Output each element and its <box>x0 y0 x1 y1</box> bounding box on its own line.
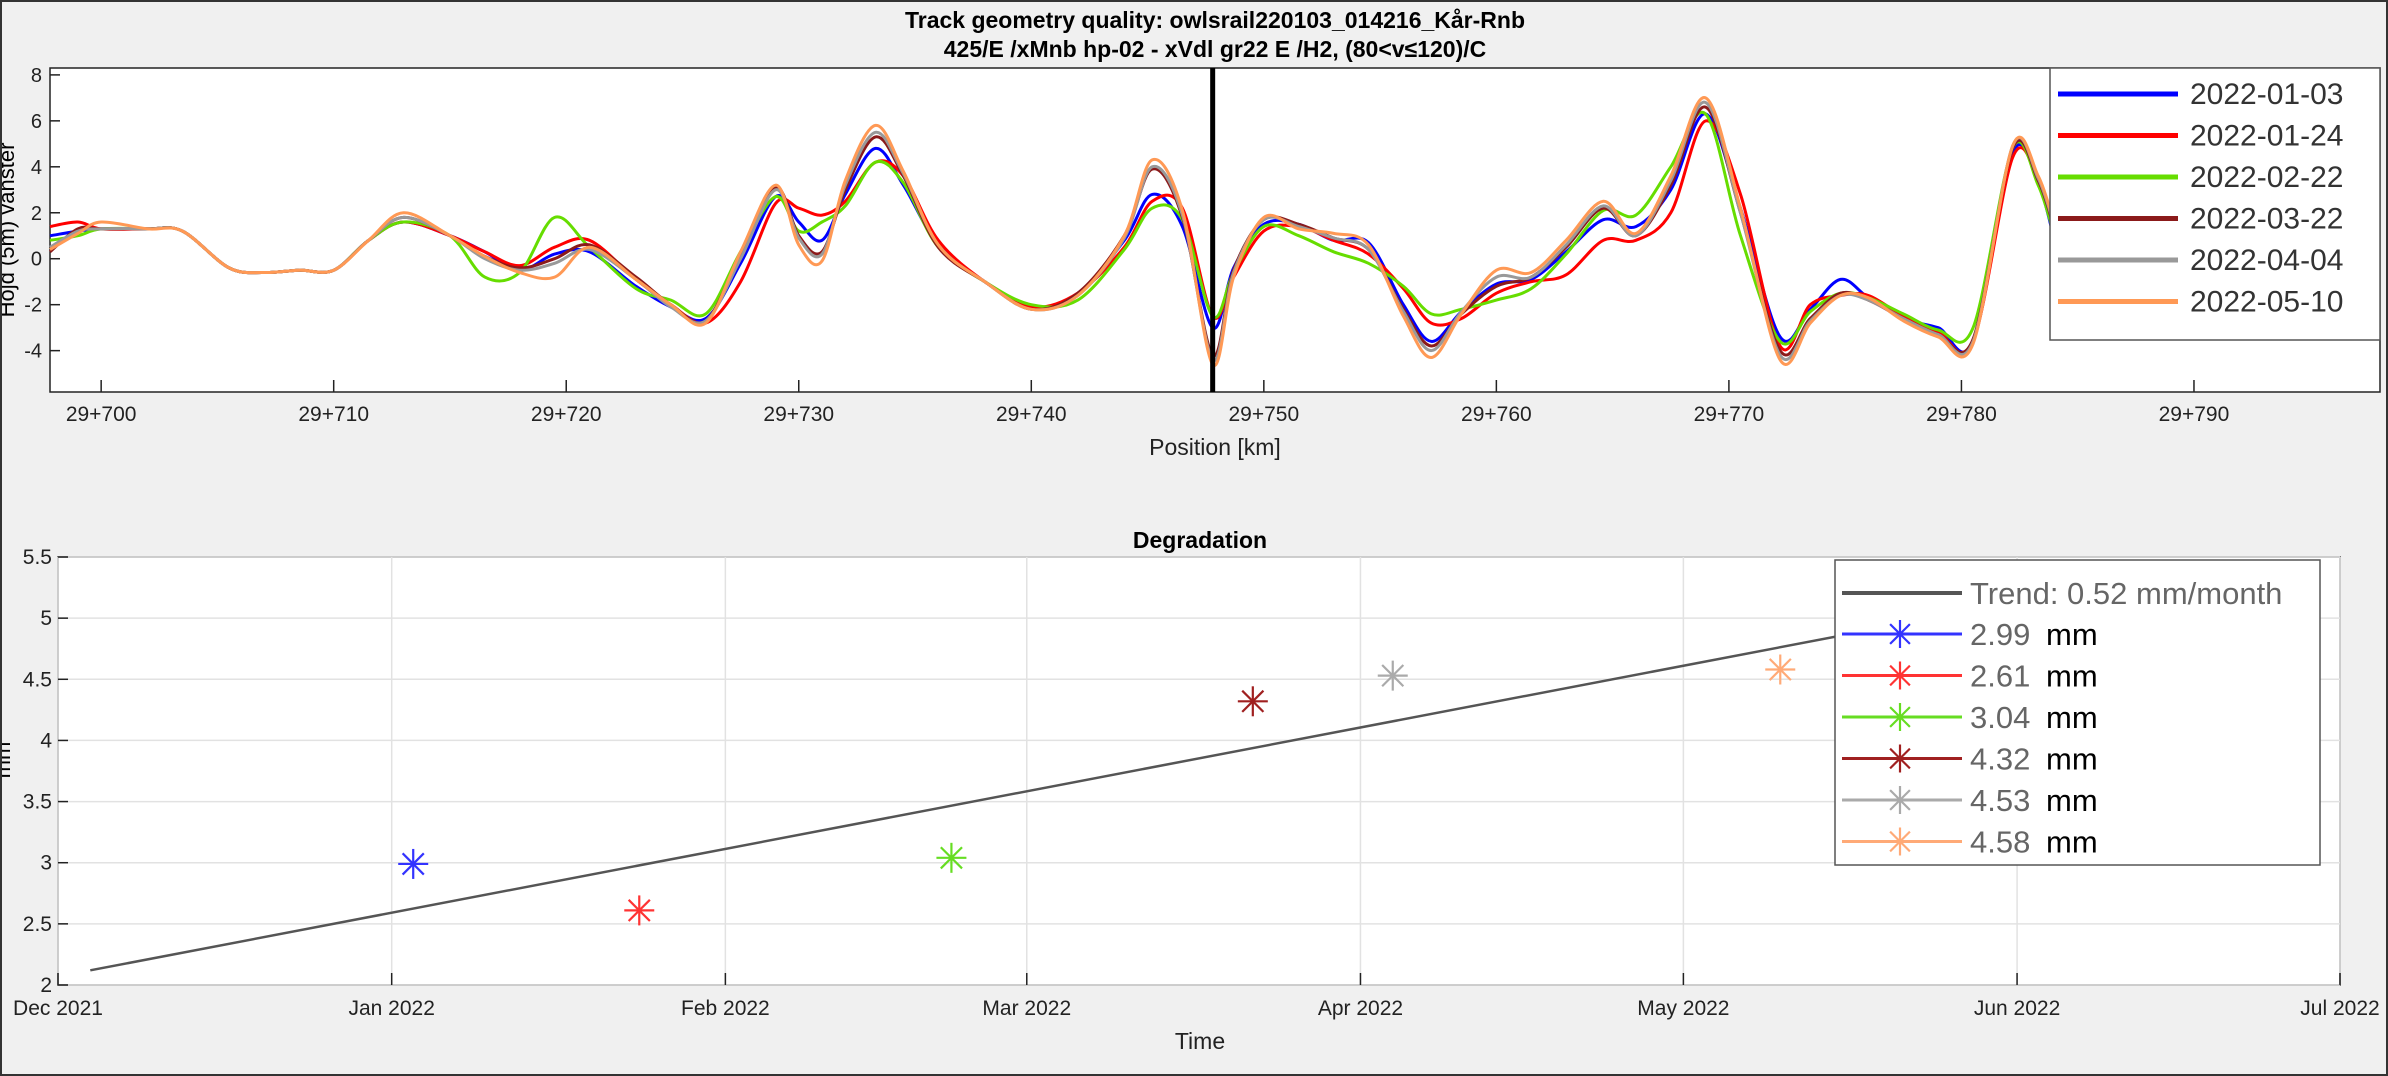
top-y-tick-label: 8 <box>31 65 42 87</box>
bottom-y-tick-label: 4 <box>40 729 52 752</box>
degradation-point-2022-05-10 <box>1765 654 1796 685</box>
degradation-point-2022-01-24 <box>624 895 655 926</box>
bottom-y-tick-label: 2 <box>40 974 52 997</box>
legend-unit-2022-01-24: mm <box>2046 659 2098 694</box>
legend-marker-2022-04-04 <box>1886 786 1914 814</box>
bottom-x-tick-label: Jan 2022 <box>348 997 434 1020</box>
bottom-y-label: mm <box>0 742 15 779</box>
bottom-y-tick-label: 5 <box>40 607 52 630</box>
bottom-x-tick-label: Dec 2021 <box>13 997 103 1020</box>
top-y-tick-label: 6 <box>31 111 42 133</box>
top-legend: 2022-01-03 2022-01-24 2022-02-22 2022-03-22… <box>2049 67 2381 341</box>
legend-marker-2022-05-10 <box>1886 827 1914 856</box>
bottom-y-tick-label: 2.5 <box>23 913 52 936</box>
legend-value-2022-01-03: 2.99 <box>1970 617 2030 652</box>
top-legend-box <box>2049 67 2381 341</box>
bottom-x-ticks: Dec 2021 Jan 2022 Feb 2022 Mar 2022 Apr 2022… <box>13 973 2380 1020</box>
bottom-legend-box <box>1834 559 2321 866</box>
degradation-point-2022-03-22 <box>1237 686 1268 717</box>
legend-marker-2022-01-24 <box>1886 661 1914 690</box>
trend-line <box>90 631 1856 972</box>
degradation-point-2022-01-03 <box>398 848 429 879</box>
legend-label-2022-01-24: 2022-01-24 <box>2190 120 2343 153</box>
degradation-point-2022-02-22 <box>936 842 967 873</box>
legend-label-2022-01-03: 2022-01-03 <box>2190 78 2343 111</box>
legend-label-2022-02-22: 2022-02-22 <box>2190 161 2343 194</box>
degradation-point-2022-04-04 <box>1377 660 1408 691</box>
legend-label-2022-03-22: 2022-03-22 <box>2190 203 2343 236</box>
top-x-tick-label: 29+740 <box>996 403 1067 426</box>
legend-unit-2022-05-10: mm <box>2046 825 2098 860</box>
top-y-label: Höjd (5m) vänster <box>0 143 19 318</box>
top-x-tick-label: 29+780 <box>1926 403 1997 426</box>
top-x-tick-label: 29+700 <box>66 403 137 426</box>
bottom-y-tick-label: 5.5 <box>23 546 52 569</box>
bottom-y-ticks: 2 2.5 3 3.5 4 4.5 5 5.5 <box>23 546 68 997</box>
legend-marker-2022-02-22 <box>1886 703 1914 731</box>
top-y-ticks: -4 -2 0 2 4 6 8 <box>24 65 60 363</box>
legend-value-2022-04-04: 4.53 <box>1970 783 2030 818</box>
legend-marker-2022-01-03 <box>1886 620 1914 648</box>
legend-label-2022-05-10: 2022-05-10 <box>2190 286 2343 319</box>
legend-value-2022-02-22: 3.04 <box>1970 700 2030 735</box>
top-y-tick-label: -4 <box>24 341 42 363</box>
top-x-ticks: 29+700 29+710 29+720 29+730 29+740 29+750 29+7… <box>66 380 2229 426</box>
top-series-lines <box>49 96 2056 367</box>
top-x-tick-label: 29+730 <box>763 403 834 426</box>
series-line-2022-05-10 <box>49 96 2056 367</box>
top-x-tick-label: 29+710 <box>298 403 369 426</box>
top-x-tick-label: 29+770 <box>1694 403 1765 426</box>
series-line-2022-02-22 <box>49 110 2056 346</box>
legend-label-2022-04-04: 2022-04-04 <box>2190 244 2343 277</box>
bottom-x-tick-label: Apr 2022 <box>1318 997 1403 1020</box>
legend-value-2022-05-10: 4.58 <box>1970 825 2030 860</box>
bottom-x-tick-label: Feb 2022 <box>681 997 770 1020</box>
top-x-tick-label: 29+790 <box>2159 403 2230 426</box>
bottom-x-tick-label: Jul 2022 <box>2300 997 2379 1020</box>
bottom-x-tick-label: Jun 2022 <box>1974 997 2060 1020</box>
top-y-tick-label: 4 <box>31 157 42 179</box>
legend-unit-2022-04-04: mm <box>2046 783 2098 818</box>
bottom-legend-items: Trend: 0.52 mm/month 2.99 mm 2.61 mm 3.04 mm 4.… <box>1842 576 2282 860</box>
bottom-legend: Trend: 0.52 mm/month 2.99 mm 2.61 mm 3.04 mm 4.… <box>1834 559 2321 866</box>
legend-unit-2022-01-03: mm <box>2046 617 2098 652</box>
legend-value-2022-03-22: 4.32 <box>1970 742 2030 777</box>
bottom-x-tick-label: May 2022 <box>1637 997 1729 1020</box>
top-subtitle: 425/E /xMnb hp-02 - xVdl gr22 E /H2, (80… <box>944 36 1486 62</box>
top-x-tick-label: 29+750 <box>1228 403 1299 426</box>
top-y-tick-label: -2 <box>24 295 42 317</box>
bottom-points <box>398 654 1796 926</box>
bottom-x-label: Time <box>1175 1028 1225 1054</box>
top-x-tick-label: 29+720 <box>531 403 602 426</box>
bottom-y-tick-label: 3.5 <box>23 791 52 814</box>
legend-marker-2022-03-22 <box>1886 744 1914 773</box>
top-x-tick-label: 29+760 <box>1461 403 1532 426</box>
top-legend-items: 2022-01-03 2022-01-24 2022-02-22 2022-03-22… <box>2058 78 2343 319</box>
top-y-tick-label: 0 <box>31 249 42 271</box>
bottom-title: Degradation <box>1133 527 1267 553</box>
bottom-x-tick-label: Mar 2022 <box>982 997 1071 1020</box>
bottom-y-tick-label: 3 <box>40 852 52 875</box>
bottom-y-tick-label: 4.5 <box>23 668 52 691</box>
top-y-tick-label: 2 <box>31 203 42 225</box>
legend-label-trend: Trend: 0.52 mm/month <box>1970 576 2282 611</box>
top-title: Track geometry quality: owlsrail220103_0… <box>905 7 1525 33</box>
top-x-label: Position [km] <box>1149 434 1281 460</box>
legend-value-2022-01-24: 2.61 <box>1970 659 2030 694</box>
legend-unit-2022-02-22: mm <box>2046 700 2098 735</box>
legend-unit-2022-03-22: mm <box>2046 742 2098 777</box>
